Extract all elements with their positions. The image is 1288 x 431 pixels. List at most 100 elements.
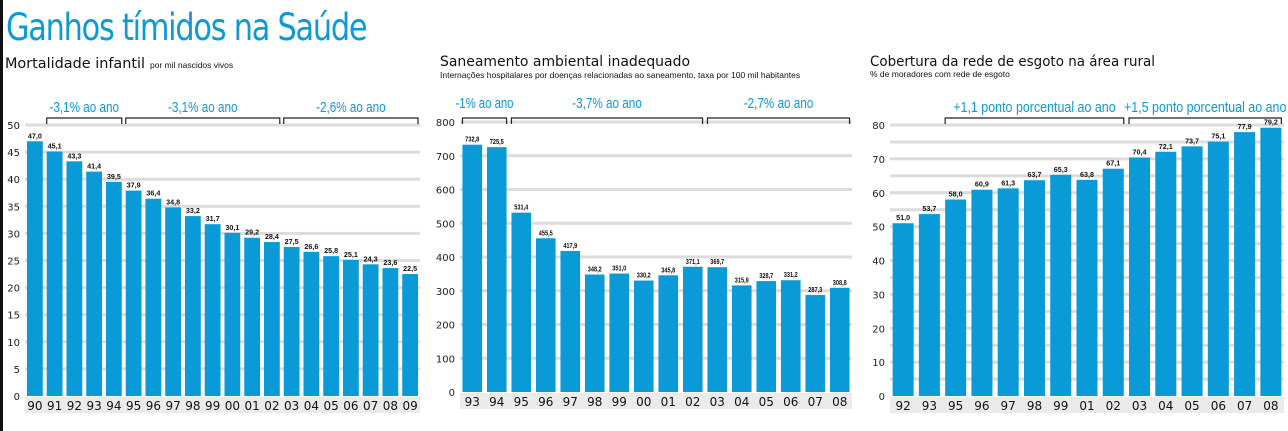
x-tick-label: 06 — [1211, 399, 1226, 413]
x-tick-label: 94 — [106, 399, 121, 413]
x-tick-label: 08 — [1263, 399, 1278, 413]
bar-00 — [633, 280, 654, 392]
x-tick-label: 04 — [1158, 399, 1173, 413]
x-tick-label: 96 — [974, 399, 989, 413]
x-tick-label: 99 — [1053, 399, 1068, 413]
chart-2: Saneamento ambiental inadequadoInternaçõ… — [436, 54, 852, 409]
x-tick-label: 02 — [685, 395, 700, 409]
bar-05 — [323, 256, 340, 396]
y-tick-label: 700 — [436, 152, 455, 163]
bar-99 — [204, 224, 221, 396]
annotation-bracket — [1128, 117, 1282, 124]
x-tick-label: 03 — [1132, 399, 1147, 413]
x-axis-strip — [460, 393, 852, 409]
y-tick-label: 20 — [7, 284, 20, 295]
bar-96 — [535, 238, 556, 392]
bar-01 — [1076, 179, 1098, 396]
y-tick-label: 600 — [436, 186, 455, 197]
x-tick-label: 04 — [734, 395, 749, 409]
bar-98 — [184, 216, 201, 396]
bar-97 — [560, 250, 581, 392]
bar-04 — [1155, 151, 1177, 396]
data-label: 732,8 — [465, 135, 479, 144]
data-label: 63,8 — [1080, 170, 1094, 179]
bar-92 — [66, 161, 83, 396]
x-tick-label: 93 — [922, 399, 937, 413]
x-tick-label: 91 — [47, 399, 62, 413]
y-tick-label: 70 — [872, 155, 885, 166]
data-label: 41,4 — [87, 162, 102, 171]
bar-02 — [1102, 168, 1124, 396]
data-label: 63,7 — [1027, 170, 1041, 179]
data-label: 22,5 — [403, 264, 417, 273]
x-tick-label: 00 — [636, 395, 651, 409]
x-tick-label: 95 — [514, 395, 529, 409]
annotation-bracket — [461, 117, 508, 124]
data-label: 351,0 — [612, 264, 626, 273]
data-label: 60,9 — [975, 180, 989, 189]
left-edge-bar — [0, 0, 3, 431]
y-tick-label: 10 — [872, 358, 885, 369]
data-label: 47,0 — [28, 131, 42, 140]
y-tick-label: 300 — [436, 287, 455, 298]
annotation-label: -2,6% ao ano — [316, 99, 386, 116]
bar-93 — [86, 171, 103, 396]
data-label: 72,1 — [1159, 142, 1173, 151]
data-label: 27,5 — [285, 237, 299, 246]
data-label: 51,0 — [896, 213, 910, 222]
bar-95 — [945, 199, 967, 396]
data-label: 65,3 — [1054, 165, 1068, 174]
x-tick-label: 03 — [284, 399, 299, 413]
bar-97 — [997, 188, 1019, 396]
y-tick-label: 500 — [436, 219, 455, 230]
bar-01 — [658, 275, 679, 392]
bar-94 — [486, 147, 507, 392]
chart-subtitle: Internações hospitalares por doenças rel… — [440, 70, 800, 80]
bar-96 — [145, 198, 162, 396]
bar-05 — [1181, 146, 1203, 396]
x-tick-label: 02 — [264, 399, 279, 413]
bar-07 — [362, 264, 379, 396]
y-tick-label: 40 — [872, 257, 885, 268]
data-label: 331,2 — [784, 270, 798, 279]
data-label: 58,0 — [949, 190, 963, 199]
data-label: 36,4 — [146, 189, 161, 198]
bar-02 — [682, 266, 703, 392]
bar-95 — [125, 190, 142, 396]
bar-09 — [402, 274, 419, 396]
x-axis-strip — [890, 397, 1284, 413]
data-label: 29,2 — [245, 228, 259, 237]
chart-title: Cobertura da rede de esgoto na área rura… — [870, 54, 1155, 70]
x-tick-label: 98 — [587, 395, 602, 409]
annotation-label: -1% ao ano — [456, 95, 514, 112]
bar-97 — [165, 207, 182, 396]
y-tick-label: 35 — [7, 202, 20, 213]
data-label: 26,6 — [304, 242, 318, 251]
y-tick-label: 45 — [7, 148, 20, 159]
data-label: 34,8 — [166, 197, 180, 206]
y-tick-label: 20 — [872, 324, 885, 335]
bar-02 — [263, 242, 280, 396]
annotation-label: -2,7% ao ano — [744, 95, 814, 112]
annotation-bracket — [944, 117, 1125, 124]
y-tick-label: 40 — [7, 175, 20, 186]
x-tick-label: 98 — [185, 399, 200, 413]
annotation-bracket — [510, 117, 704, 124]
data-label: 67,1 — [1106, 159, 1120, 168]
y-tick-label: 800 — [436, 118, 455, 129]
data-label: 43,3 — [67, 151, 81, 160]
page-title: Ganhos tímidos na Saúde — [6, 6, 368, 49]
data-label: 287,3 — [808, 285, 822, 294]
bar-07 — [805, 295, 826, 392]
data-label: 25,1 — [344, 250, 358, 259]
y-tick-label: 10 — [7, 338, 20, 349]
bar-99 — [1050, 174, 1072, 396]
data-label: 315,9 — [735, 275, 749, 284]
bar-92 — [892, 223, 914, 396]
bar-98 — [584, 274, 605, 392]
bar-07 — [1234, 132, 1256, 396]
x-tick-label: 98 — [1027, 399, 1042, 413]
x-tick-label: 05 — [1184, 399, 1199, 413]
annotation-label: -3,7% ao ano — [572, 95, 642, 112]
data-label: 37,9 — [127, 181, 141, 190]
